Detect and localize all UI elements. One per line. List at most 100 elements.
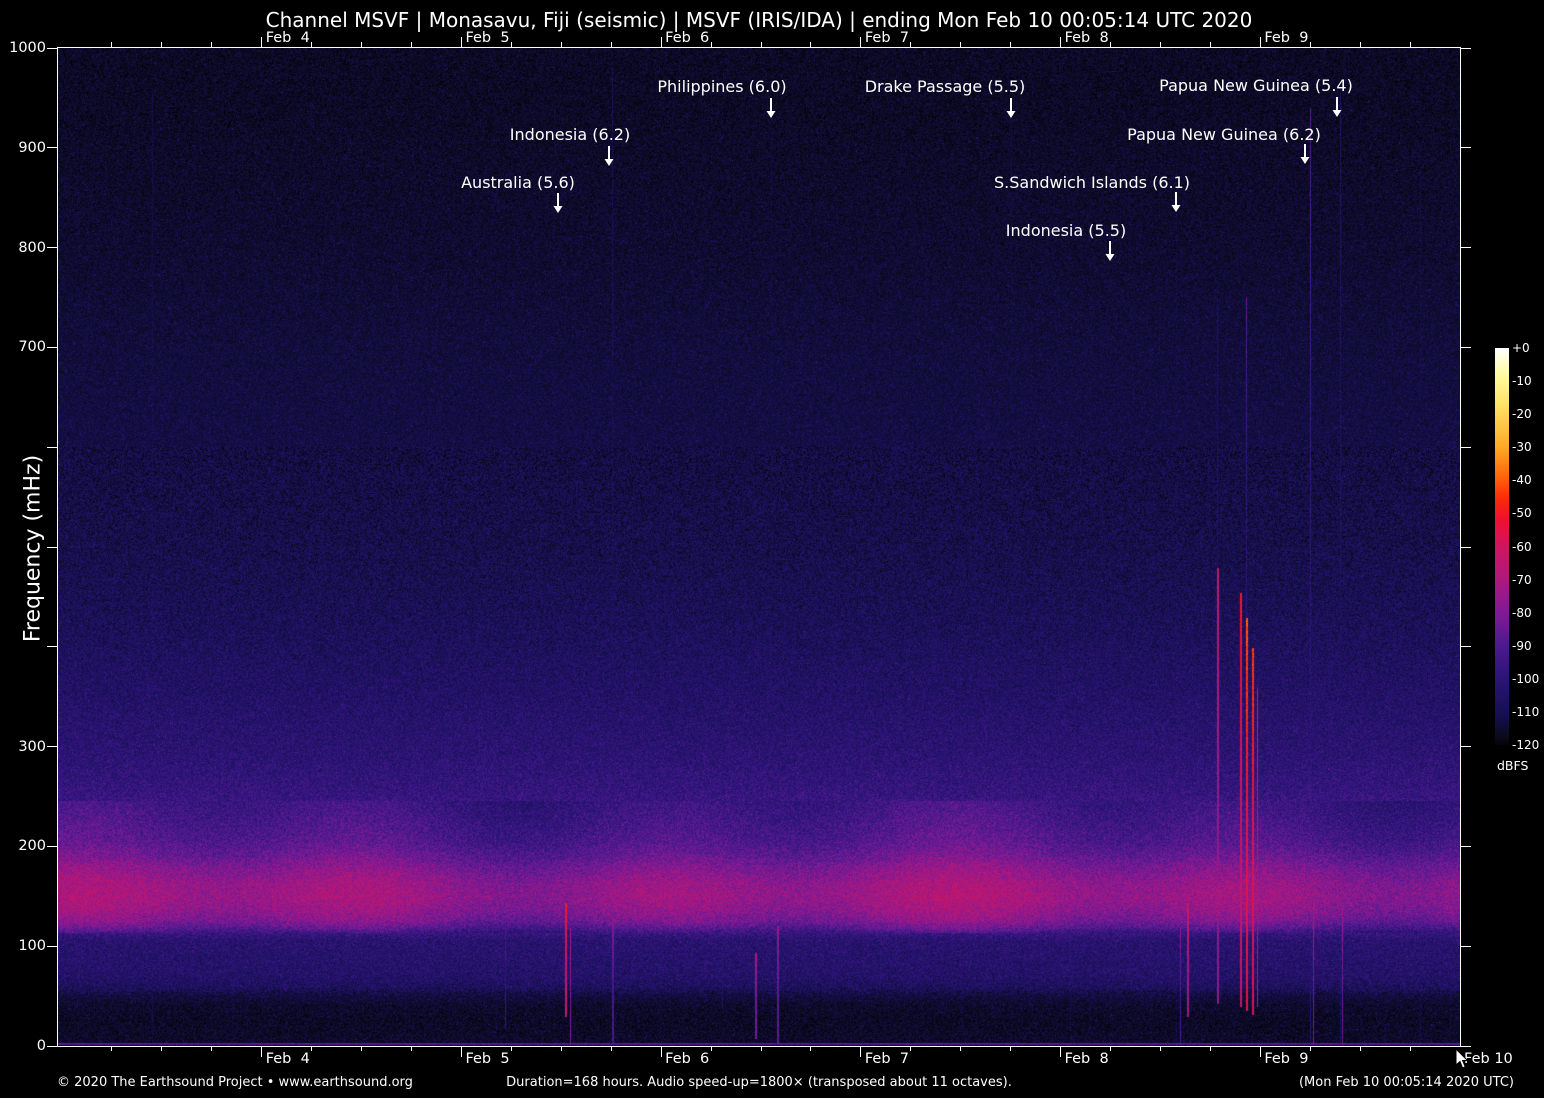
x-tick-minor-top — [910, 42, 912, 47]
y-tick-right — [1461, 945, 1471, 947]
spectrogram-canvas — [58, 48, 1460, 1046]
annotation-arrow-down-icon — [1300, 144, 1310, 164]
y-tick-left — [47, 247, 57, 249]
colorbar-tick-label: -100 — [1512, 671, 1540, 686]
colorbar-tick-label: -110 — [1512, 704, 1540, 719]
x-tick-major-bottom — [460, 1046, 462, 1057]
x-tick-minor-top — [311, 42, 313, 47]
x-tick-major-top — [1060, 37, 1062, 47]
y-tick-right — [1461, 446, 1471, 448]
x-tick-minor-bottom — [810, 1046, 812, 1051]
y-tick-left — [47, 845, 57, 847]
x-tick-minor-top — [161, 42, 163, 47]
colorbar-tick-label: +0 — [1512, 341, 1530, 355]
x-axis-label-bottom: Feb 6 — [665, 1051, 710, 1067]
y-tick-left — [47, 945, 57, 947]
colorbar-tick-label: -90 — [1512, 638, 1532, 653]
x-tick-major-bottom — [1259, 1046, 1261, 1057]
x-tick-minor-bottom — [1159, 1046, 1161, 1051]
x-tick-minor-top — [211, 42, 213, 47]
x-tick-minor-top — [361, 42, 363, 47]
y-tick-label: 300 — [18, 738, 46, 755]
colorbar-unit-label: dBFS — [1497, 758, 1529, 773]
x-tick-minor-bottom — [1010, 1046, 1012, 1051]
x-tick-minor-top — [510, 42, 512, 47]
y-tick-left — [47, 546, 57, 548]
x-tick-major-top — [860, 37, 862, 47]
x-axis-label-top: Feb 5 — [465, 30, 510, 46]
x-tick-major-top — [660, 37, 662, 47]
x-tick-major-bottom — [860, 1046, 862, 1057]
earthquake-annotation-label: S.Sandwich Islands (6.1) — [993, 173, 1191, 192]
annotation-arrow-down-icon — [1171, 192, 1181, 212]
x-tick-minor-bottom — [1409, 1046, 1411, 1051]
colorbar-tick-label: -60 — [1512, 539, 1532, 554]
x-tick-minor-bottom — [510, 1046, 512, 1051]
earthquake-annotation-label: Papua New Guinea (6.2) — [1127, 125, 1321, 144]
colorbar-tick-label: -120 — [1512, 738, 1540, 752]
annotation-arrow-down-icon — [1006, 98, 1016, 118]
x-tick-minor-top — [111, 42, 113, 47]
y-tick-right — [1461, 746, 1471, 748]
y-tick-label: 200 — [18, 838, 46, 855]
x-tick-minor-top — [810, 42, 812, 47]
x-tick-minor-top — [960, 42, 962, 47]
colorbar-tick-label: -40 — [1512, 473, 1532, 488]
x-tick-minor-top — [1409, 42, 1411, 47]
x-tick-minor-top — [1110, 42, 1112, 47]
earthquake-annotation-label: Drake Passage (5.5) — [864, 77, 1026, 96]
earthquake-annotation-label: Indonesia (6.2) — [509, 125, 631, 144]
colorbar-tick-label: -80 — [1512, 605, 1532, 620]
y-tick-label: 700 — [18, 339, 46, 356]
x-axis-label-top: Feb 4 — [265, 30, 310, 46]
x-tick-minor-bottom — [1209, 1046, 1211, 1051]
annotation-arrow-down-icon — [604, 146, 614, 166]
x-tick-minor-bottom — [411, 1046, 412, 1051]
y-tick-left — [47, 1045, 57, 1047]
x-tick-major-top — [460, 37, 462, 47]
x-tick-minor-bottom — [760, 1046, 762, 1051]
x-tick-minor-bottom — [211, 1046, 213, 1051]
x-tick-minor-top — [560, 42, 562, 47]
annotation-arrow-down-icon — [553, 193, 563, 213]
x-tick-major-top — [1259, 37, 1261, 47]
earthquake-annotation-label: Papua New Guinea (5.4) — [1159, 76, 1353, 95]
colorbar-tick-label: -20 — [1512, 407, 1532, 422]
y-tick-right — [1461, 845, 1471, 847]
footer-timestamp: (Mon Feb 10 00:05:14 2020 UTC) — [1298, 1075, 1514, 1090]
x-tick-minor-bottom — [910, 1046, 912, 1051]
y-tick-right — [1461, 346, 1471, 348]
y-tick-right — [1461, 247, 1471, 249]
x-axis-label-bottom: Feb 10 — [1464, 1051, 1513, 1067]
x-axis-label-bottom: Feb 4 — [265, 1051, 310, 1067]
colorbar-tick-label: -10 — [1512, 374, 1532, 389]
y-tick-right — [1461, 546, 1471, 548]
page-title: Channel MSVF | Monasavu, Fiji (seismic) … — [265, 8, 1253, 32]
x-tick-minor-bottom — [111, 1046, 113, 1051]
x-tick-minor-top — [710, 42, 712, 47]
colorbar-gradient — [1495, 348, 1509, 745]
x-tick-minor-bottom — [361, 1046, 363, 1051]
annotation-arrow-down-icon — [1332, 97, 1342, 117]
x-tick-major-bottom — [660, 1046, 662, 1057]
footer-duration: Duration=168 hours. Audio speed-up=1800×… — [506, 1075, 1012, 1090]
y-tick-label: 1000 — [9, 40, 46, 56]
colorbar-tick-label: -50 — [1512, 506, 1532, 521]
x-axis-label-top: Feb 7 — [864, 30, 909, 46]
x-tick-minor-top — [610, 42, 612, 47]
x-tick-minor-bottom — [560, 1046, 562, 1051]
y-tick-right — [1461, 147, 1471, 149]
x-tick-minor-bottom — [311, 1046, 313, 1051]
x-axis-label-bottom: Feb 5 — [465, 1051, 510, 1067]
y-tick-left — [47, 47, 57, 49]
x-tick-minor-top — [411, 42, 412, 47]
y-tick-left — [47, 446, 57, 448]
y-axis-title: Frequency (mHz) — [20, 454, 46, 643]
y-tick-left — [47, 346, 57, 348]
x-tick-major-bottom — [261, 1046, 263, 1057]
x-axis-label-top: Feb 9 — [1264, 30, 1309, 46]
x-axis-label-bottom: Feb 9 — [1264, 1051, 1309, 1067]
x-axis-label-bottom: Feb 7 — [864, 1051, 909, 1067]
y-tick-left — [47, 746, 57, 748]
